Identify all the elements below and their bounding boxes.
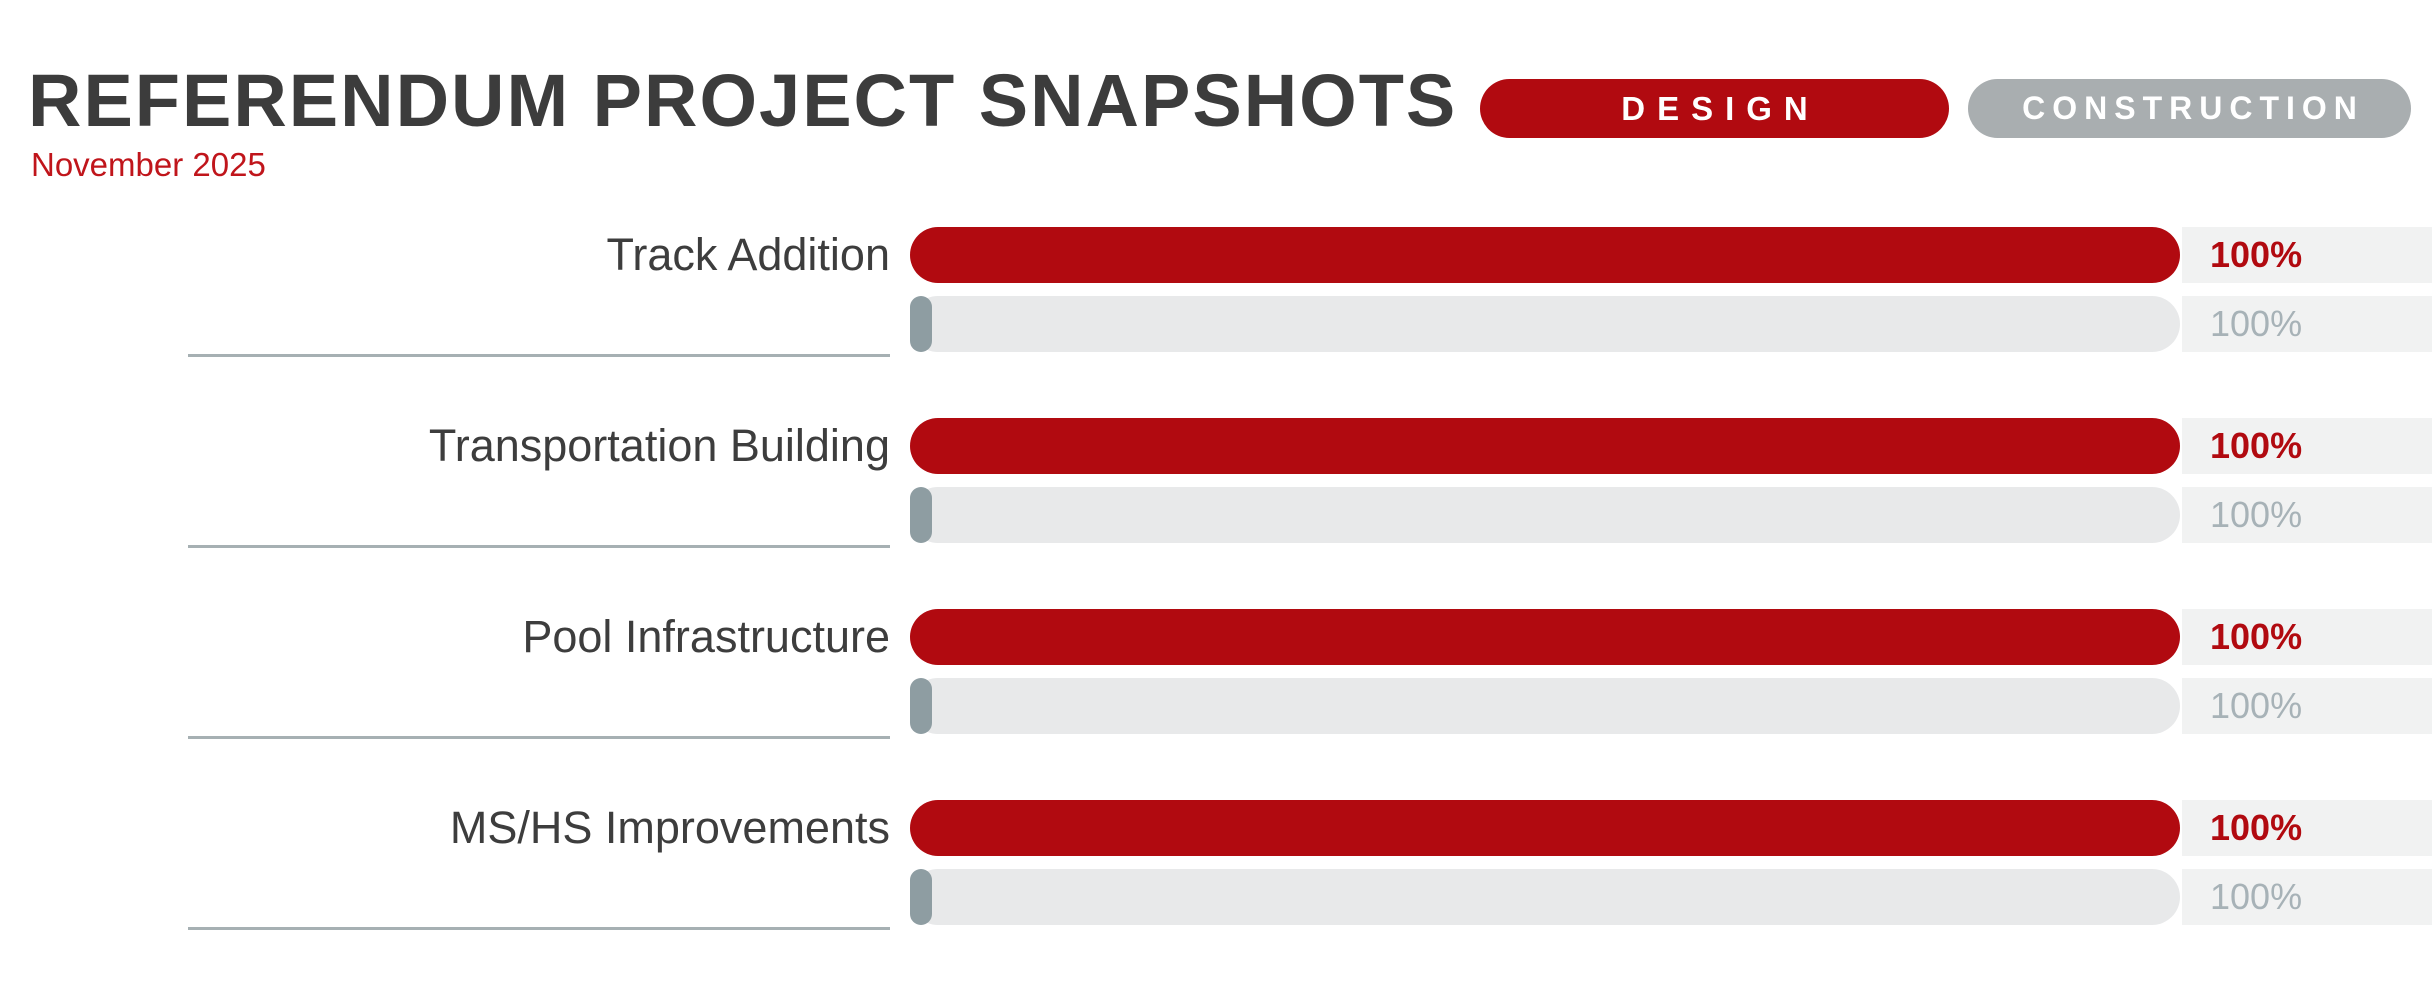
legend-design-label: DESIGN — [1621, 89, 1820, 127]
row-divider — [188, 354, 890, 357]
construction-bar-fill — [910, 296, 932, 352]
construction-bar-track — [910, 678, 2180, 734]
construction-bar-track — [910, 296, 2180, 352]
design-bar-track — [910, 227, 2180, 283]
row-divider — [188, 545, 890, 548]
design-bar-fill — [910, 609, 2180, 665]
construction-percentage-label: 100% — [2182, 487, 2432, 543]
design-bar-track — [910, 800, 2180, 856]
design-percentage-label: 100% — [2182, 800, 2432, 856]
construction-bar-track — [910, 487, 2180, 543]
design-bar-fill — [910, 800, 2180, 856]
page-title: REFERENDUM PROJECT SNAPSHOTS — [28, 59, 1458, 142]
design-percentage-label: 100% — [2182, 418, 2432, 474]
construction-bar-track — [910, 869, 2180, 925]
project-label: Track Addition — [606, 229, 890, 280]
page-subtitle: November 2025 — [31, 146, 266, 183]
project-rows: Track Addition 100% 100% Transportation … — [0, 227, 2432, 991]
construction-bar-fill — [910, 869, 932, 925]
design-bar-fill — [910, 227, 2180, 283]
row-divider — [188, 927, 890, 930]
project-label: MS/HS Improvements — [449, 802, 890, 853]
project-row-mshs-improvements: MS/HS Improvements 100% 100% — [0, 800, 2432, 991]
design-bar-track — [910, 609, 2180, 665]
design-percentage-label: 100% — [2182, 227, 2432, 283]
construction-percentage-label: 100% — [2182, 296, 2432, 352]
design-percentage-label: 100% — [2182, 609, 2432, 665]
legend-pill-design: DESIGN — [1480, 79, 1949, 138]
row-divider — [188, 736, 890, 739]
project-label: Transportation Building — [428, 420, 890, 471]
construction-bar-fill — [910, 487, 932, 543]
design-bar-track — [910, 418, 2180, 474]
construction-percentage-label: 100% — [2182, 678, 2432, 734]
project-row-track-addition: Track Addition 100% 100% — [0, 227, 2432, 418]
project-label: Pool Infrastructure — [522, 611, 890, 662]
construction-bar-fill — [910, 678, 932, 734]
legend-pill-construction: CONSTRUCTION — [1968, 79, 2411, 138]
project-row-transportation-building: Transportation Building 100% 100% — [0, 418, 2432, 609]
project-row-pool-infrastructure: Pool Infrastructure 100% 100% — [0, 609, 2432, 800]
construction-percentage-label: 100% — [2182, 869, 2432, 925]
design-bar-fill — [910, 418, 2180, 474]
legend-construction-label: CONSTRUCTION — [2022, 90, 2364, 126]
